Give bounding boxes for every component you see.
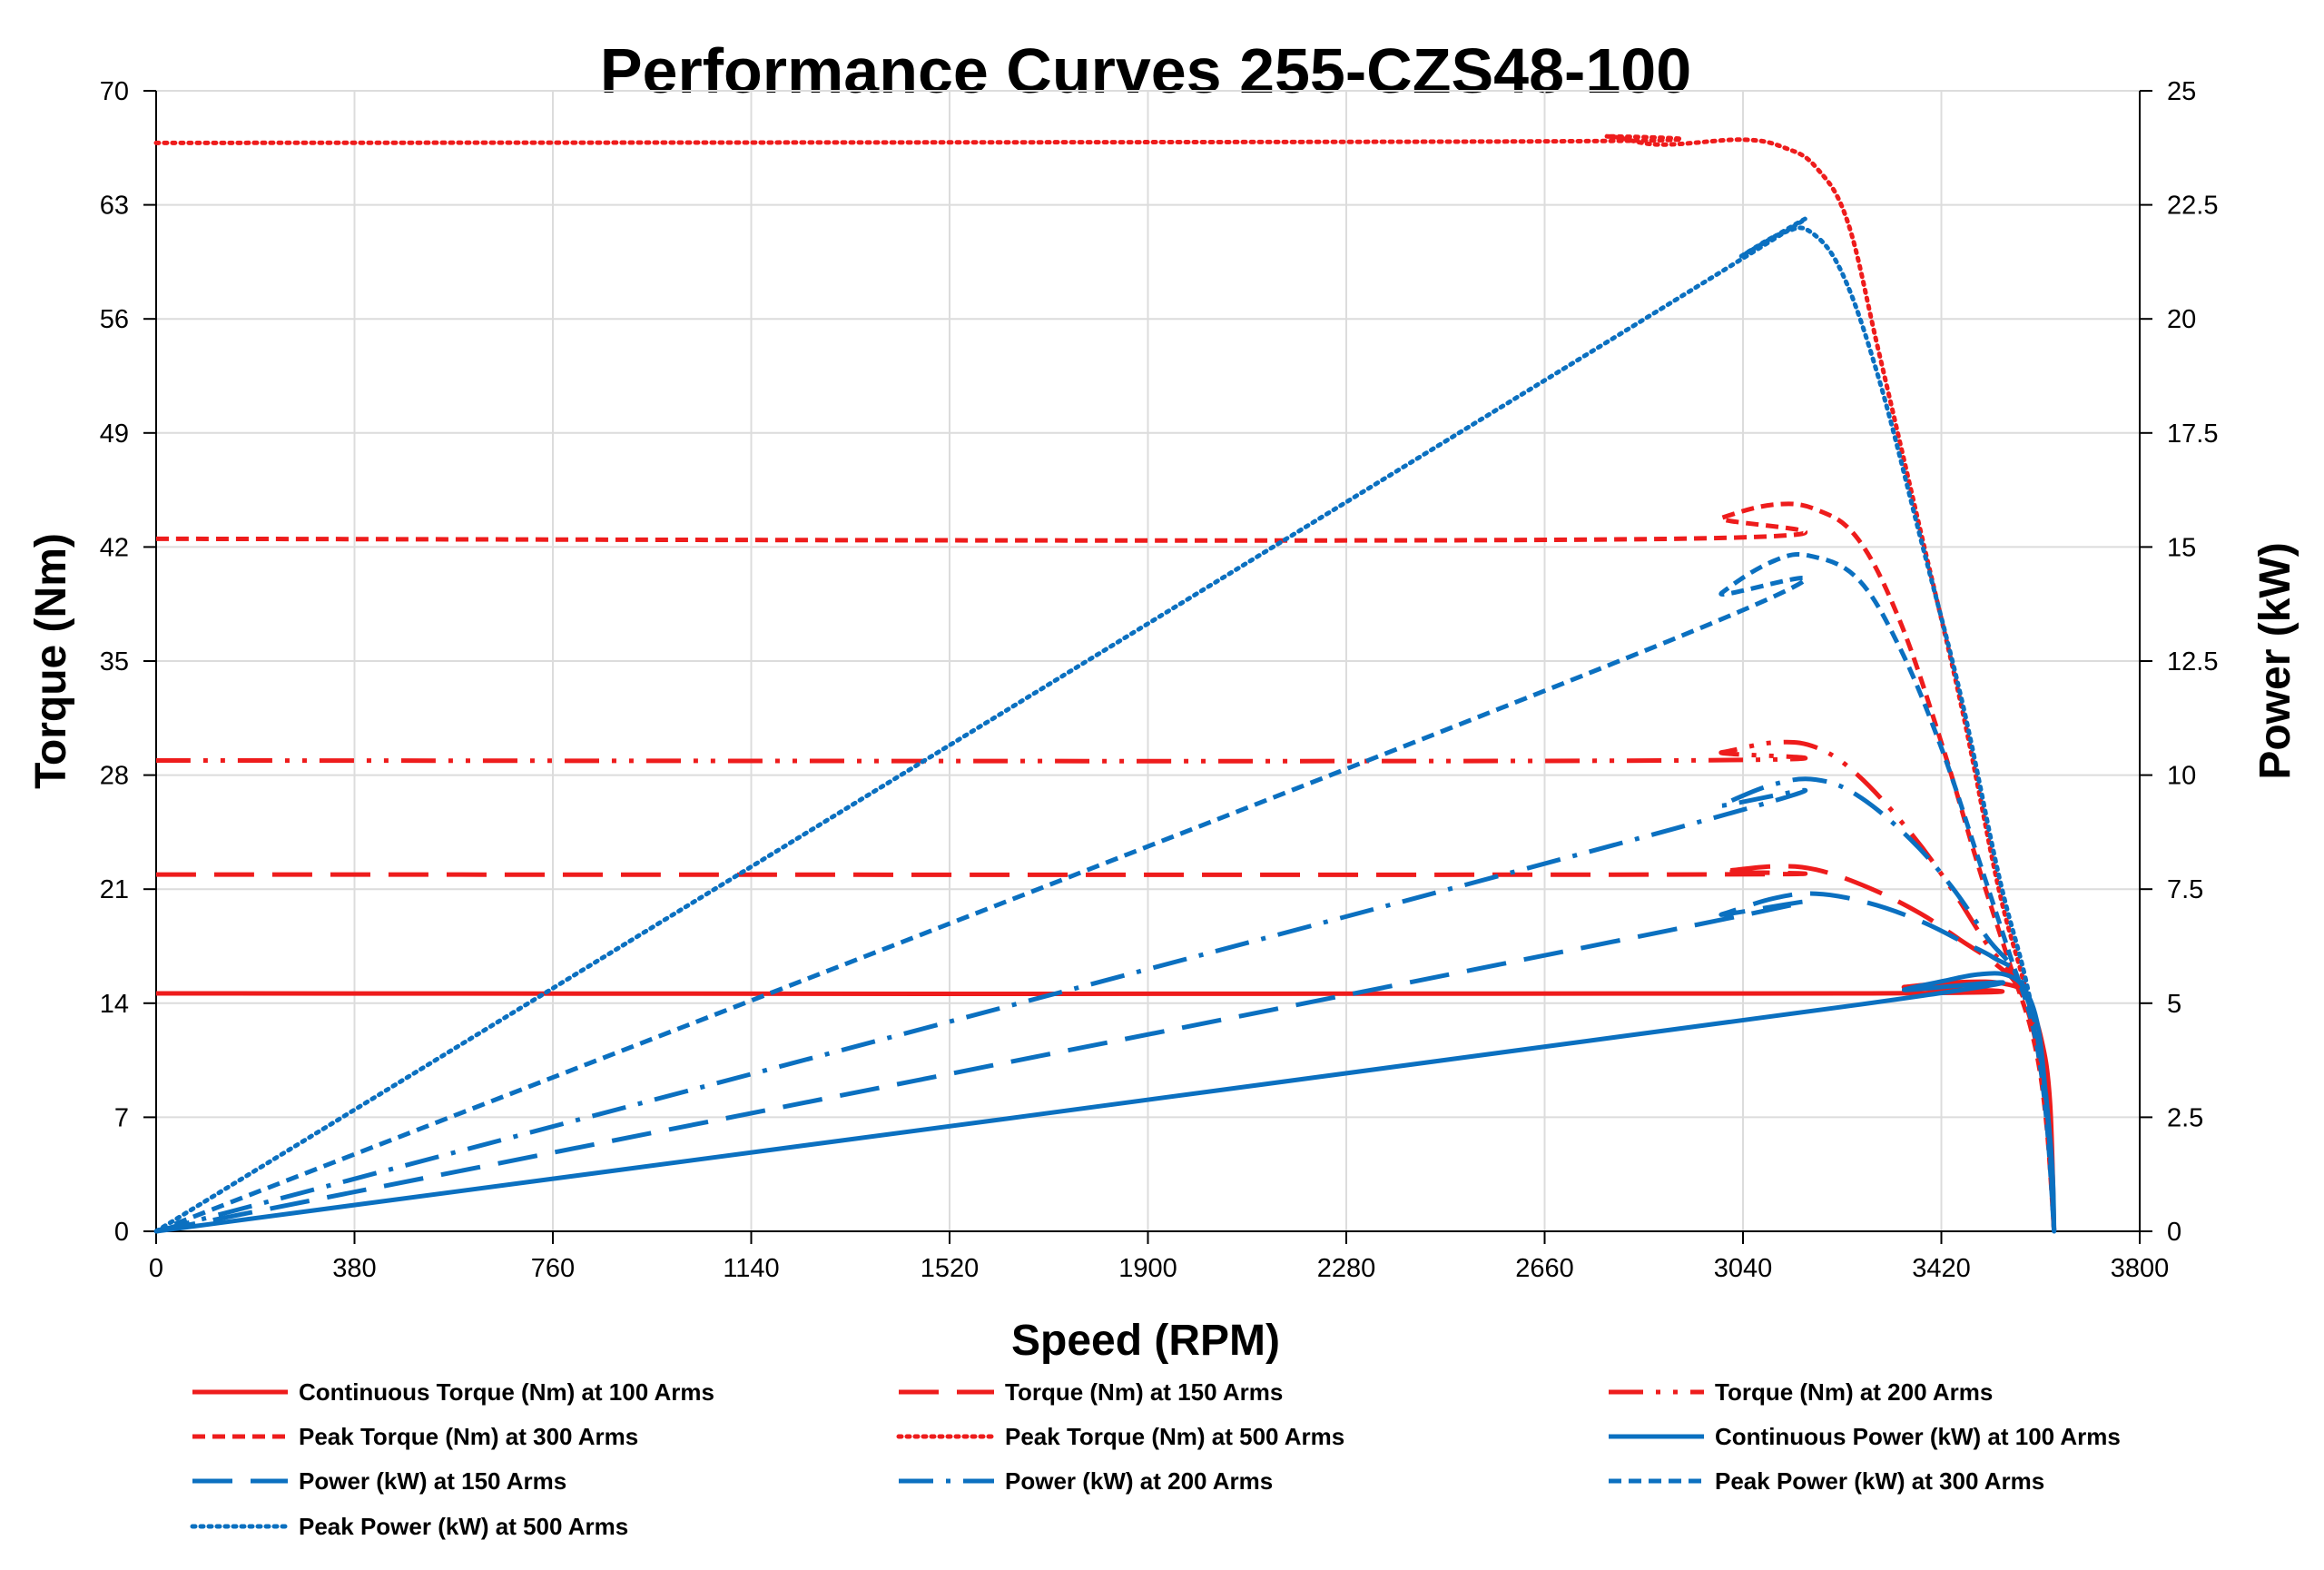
y2-tick-label: 17.5 — [2167, 420, 2218, 449]
y-tick-label: 56 — [100, 305, 129, 334]
x-tick-label: 1520 — [921, 1254, 980, 1283]
x-tick-label: 2660 — [1515, 1254, 1574, 1283]
x-tick-label: 0 — [149, 1254, 163, 1283]
legend-label-5: Peak Torque (Nm) at 500 Arms — [1005, 1423, 1344, 1450]
series-line-6 — [155, 971, 2057, 1234]
y2-tick-label: 0 — [2167, 1218, 2181, 1247]
y-tick-label: 21 — [100, 875, 129, 904]
y2-tick-label: 12.5 — [2167, 647, 2218, 676]
series-line-7 — [155, 891, 2057, 1234]
legend-label-10: Peak Power (kW) at 500 Arms — [299, 1513, 628, 1540]
y2-axis-title: Power (kW) — [2251, 542, 2299, 779]
x-tick-label: 3420 — [1912, 1254, 1971, 1283]
legend-label-7: Power (kW) at 150 Arms — [299, 1467, 566, 1495]
legend-label-2: Torque (Nm) at 150 Arms — [1005, 1378, 1283, 1406]
y2-tick-label: 2.5 — [2167, 1103, 2203, 1132]
x-tick-label: 3800 — [2111, 1254, 2170, 1283]
legend: Continuous Torque (Nm) at 100 Arms Torque… — [190, 1378, 2121, 1540]
y-tick-label: 0 — [114, 1218, 129, 1247]
legend-label-1: Continuous Torque (Nm) at 100 Arms — [299, 1378, 714, 1406]
series-line-8 — [155, 776, 2057, 1234]
y-tick-label: 28 — [100, 762, 129, 791]
tick-labels: 0 380 760 1140 1520 1900 2280 2660 3040 3420 38000… — [100, 77, 2219, 1283]
series-line-2 — [155, 864, 2057, 1232]
grid-lines — [156, 90, 2140, 1231]
y-tick-label: 7 — [114, 1103, 129, 1132]
legend-label-8: Power (kW) at 200 Arms — [1005, 1467, 1273, 1495]
y2-tick-label: 7.5 — [2167, 875, 2203, 904]
x-tick-label: 1900 — [1118, 1254, 1177, 1283]
x-tick-label: 2280 — [1317, 1254, 1376, 1283]
y2-tick-label: 5 — [2167, 990, 2181, 1019]
series-line-3 — [155, 739, 2057, 1232]
series-line-10 — [153, 216, 2057, 1234]
y-tick-label: 14 — [100, 990, 129, 1019]
y-tick-label: 70 — [100, 77, 129, 106]
y2-tick-label: 15 — [2167, 533, 2196, 562]
y-tick-label: 63 — [100, 192, 129, 221]
legend-label-6: Continuous Power (kW) at 100 Arms — [1715, 1423, 2121, 1450]
series-line-9 — [155, 552, 2057, 1234]
chart-title: Performance Curves 255-CZS48-100 — [600, 35, 1691, 106]
x-tick-label: 380 — [332, 1254, 376, 1283]
x-tick-label: 760 — [531, 1254, 575, 1283]
series-line-4 — [155, 501, 2057, 1232]
y2-tick-label: 25 — [2167, 77, 2196, 106]
axes — [143, 90, 2152, 1244]
y-axis-title: Torque (Nm) — [27, 533, 75, 789]
y2-tick-label: 20 — [2167, 305, 2196, 334]
series-line-5 — [153, 133, 2057, 1234]
x-tick-label: 3040 — [1714, 1254, 1773, 1283]
x-axis-title: Speed (RPM) — [1011, 1317, 1280, 1365]
legend-label-9: Peak Power (kW) at 300 Arms — [1715, 1467, 2044, 1495]
y2-tick-label: 10 — [2167, 762, 2196, 791]
x-tick-label: 1140 — [723, 1254, 779, 1283]
series-lines — [153, 133, 2057, 1234]
y2-tick-label: 22.5 — [2167, 192, 2218, 221]
y-tick-label: 42 — [100, 533, 129, 562]
y-tick-label: 49 — [100, 420, 129, 449]
legend-label-4: Peak Torque (Nm) at 300 Arms — [299, 1423, 638, 1450]
y-tick-label: 35 — [100, 647, 129, 676]
legend-label-3: Torque (Nm) at 200 Arms — [1715, 1378, 1993, 1406]
